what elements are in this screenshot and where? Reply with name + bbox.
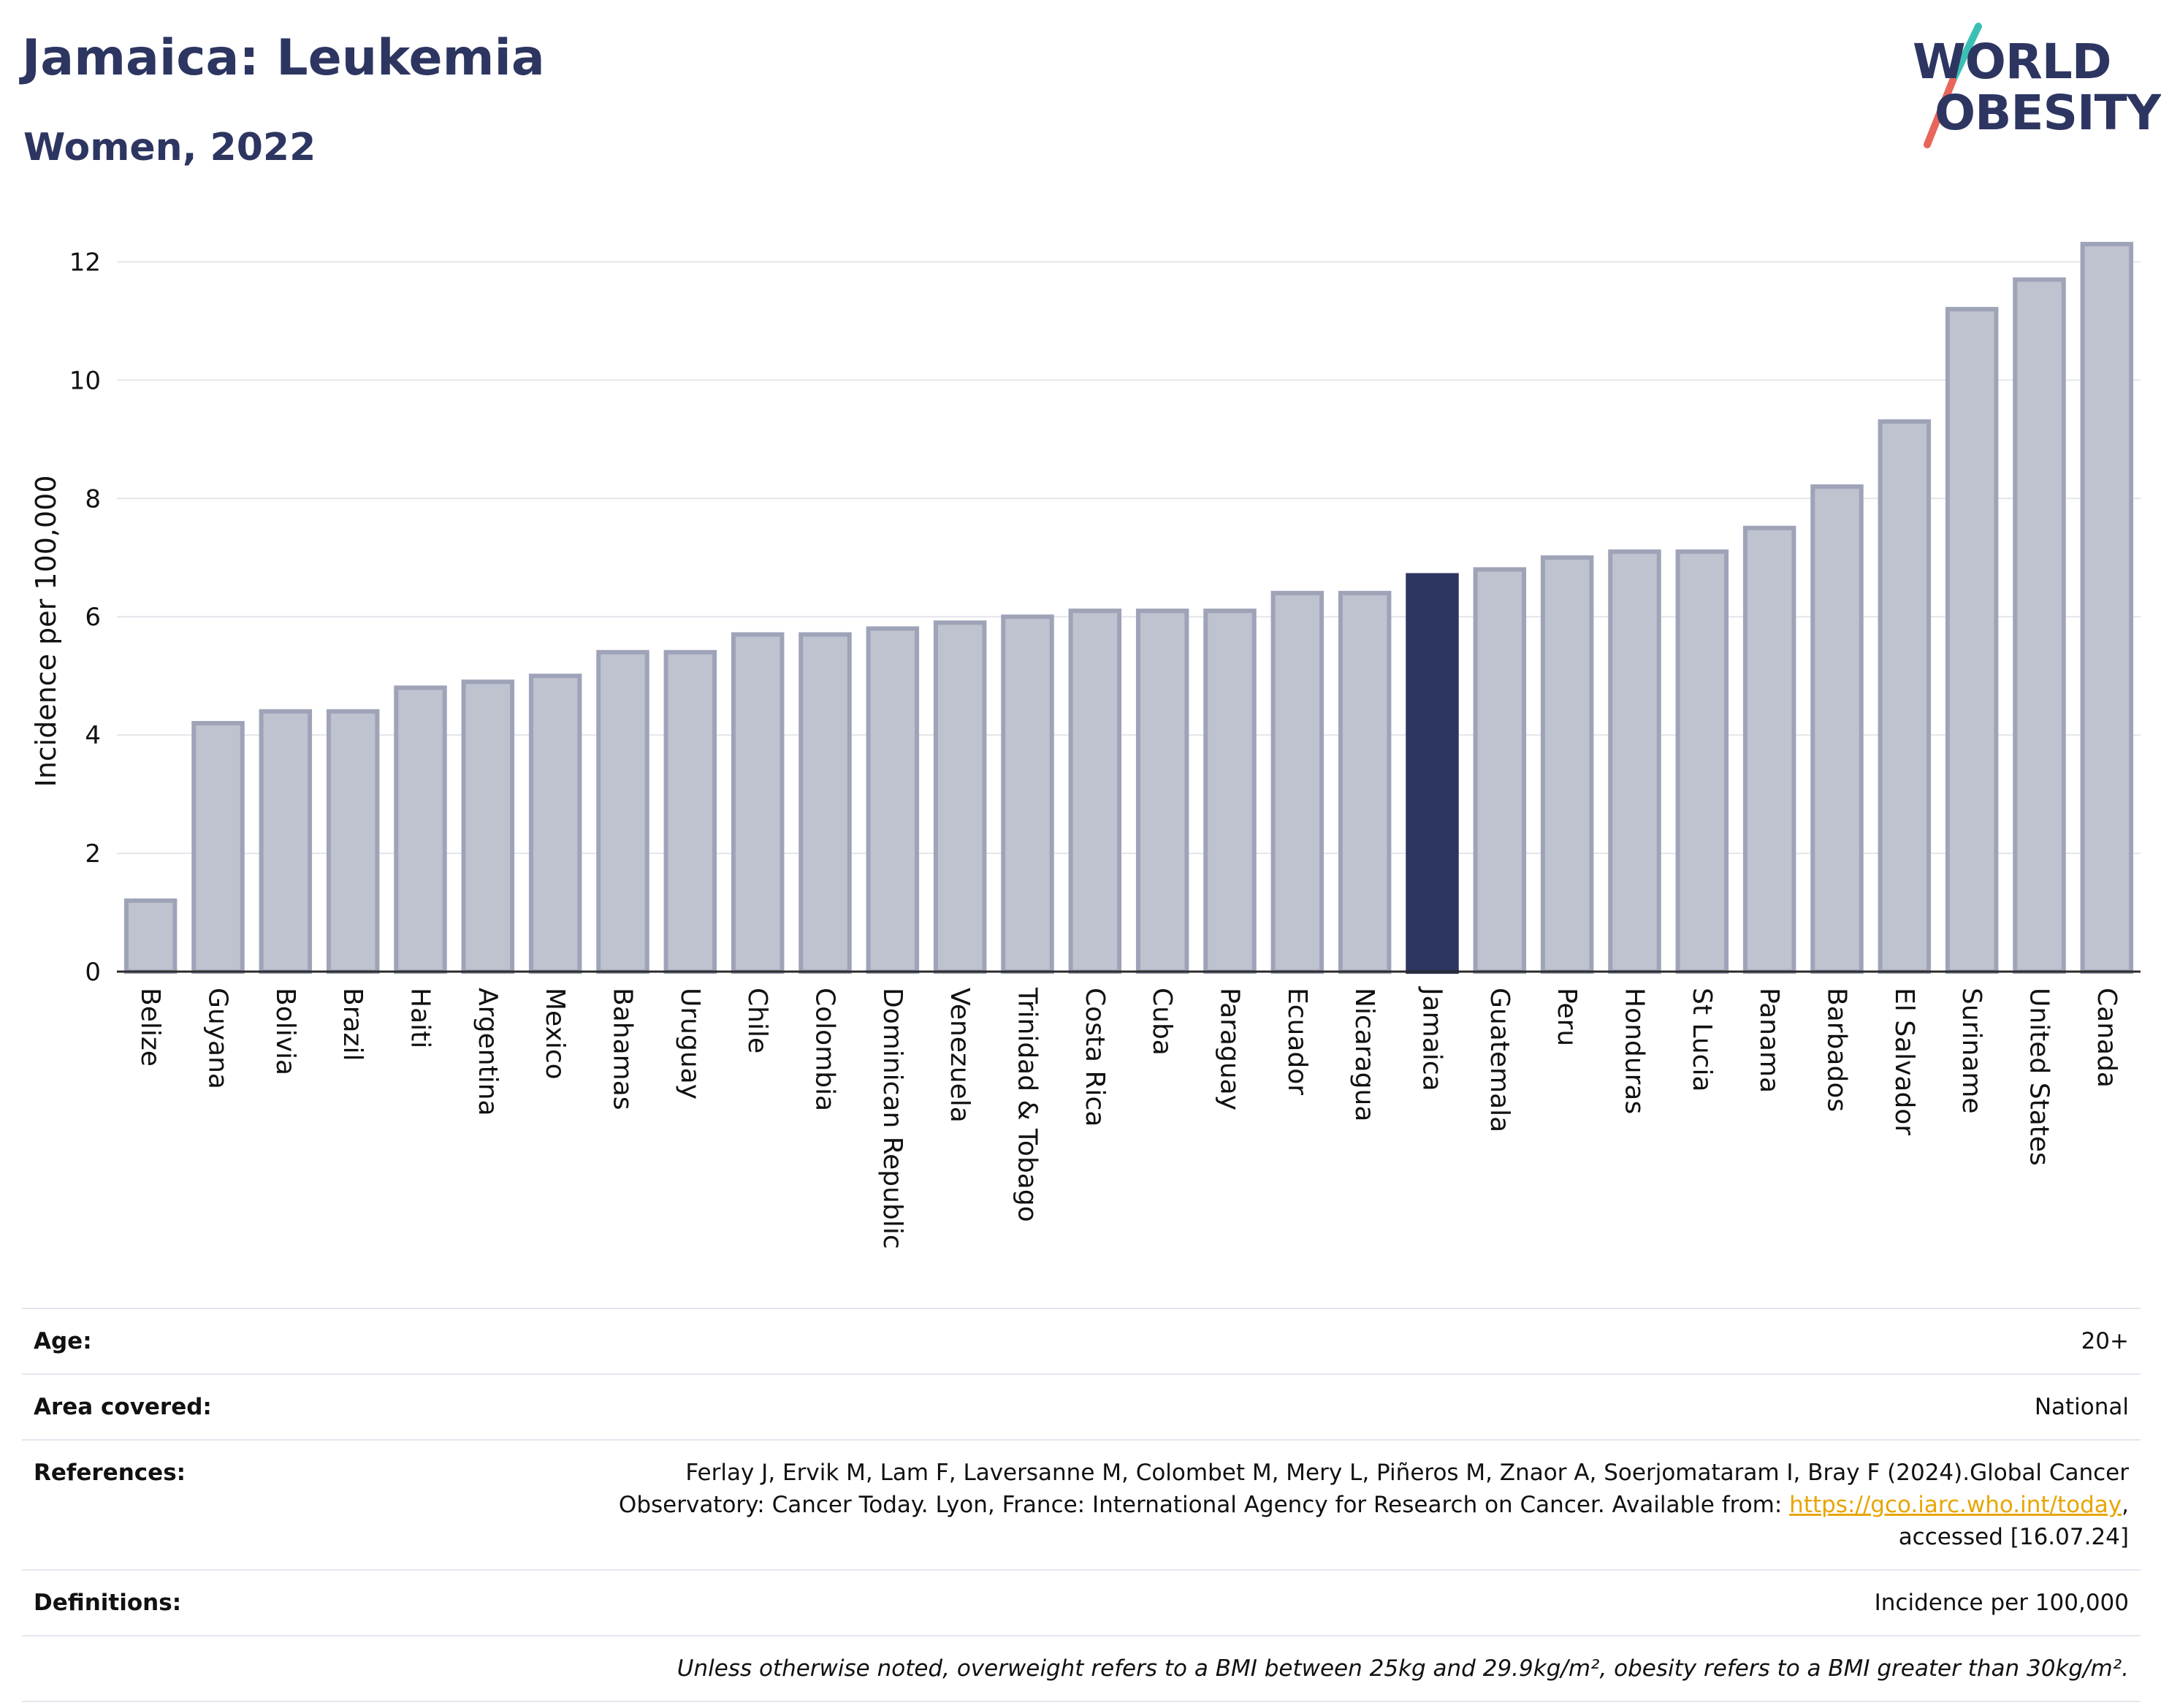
- x-tick-label: Belize: [135, 988, 165, 1067]
- x-tick-label: Guyana: [203, 988, 233, 1089]
- x-tick-label: Panama: [1754, 988, 1784, 1093]
- area-label: Area covered:: [34, 1394, 212, 1420]
- definition-note: Unless otherwise noted, overweight refer…: [676, 1655, 2129, 1682]
- bar: [731, 632, 785, 975]
- x-tick-label: Uruguay: [675, 988, 705, 1099]
- x-tick-label: Peru: [1552, 988, 1582, 1046]
- x-tick-label: Mexico: [540, 988, 570, 1080]
- x-tick-label: Brazil: [338, 988, 367, 1061]
- bar: [799, 632, 852, 975]
- y-tick-label: 4: [85, 721, 101, 750]
- x-tick-label: St Lucia: [1687, 988, 1717, 1092]
- x-tick-label: Haiti: [405, 988, 435, 1048]
- bar: [191, 720, 245, 974]
- x-tick-label: Costa Rica: [1080, 988, 1110, 1126]
- bar: [528, 674, 582, 975]
- x-tick-label: Colombia: [810, 988, 840, 1111]
- bar: [1135, 609, 1189, 975]
- references-label: References:: [34, 1460, 186, 1486]
- bar: [1473, 567, 1527, 974]
- logo-slash-icon: [1924, 23, 1982, 148]
- x-tick-label: Nicaragua: [1349, 988, 1379, 1121]
- y-tick-label: 2: [85, 839, 101, 869]
- bar: [2080, 242, 2134, 974]
- y-axis-label: Incidence per 100,000: [30, 475, 62, 787]
- x-tick-label: El Salvador: [1889, 988, 1919, 1135]
- references-line2-end: ,: [2122, 1492, 2129, 1518]
- bar: [259, 709, 313, 974]
- world-obesity-logo: WORLD OBESITY: [1892, 22, 2161, 153]
- references-line3: accessed [16.07.24]: [1898, 1524, 2129, 1550]
- x-tick-label: Argentina: [473, 988, 503, 1116]
- bar: [866, 626, 920, 974]
- bar: [123, 898, 178, 975]
- chart-subtitle: Women, 2022: [23, 126, 316, 169]
- age-label: Age:: [34, 1328, 92, 1354]
- logo-word-obesity: OBESITY: [1935, 85, 2161, 141]
- bar: [933, 620, 987, 975]
- y-tick-label: 0: [85, 958, 101, 987]
- x-tick-label: Cuba: [1147, 988, 1177, 1056]
- info-row-age: Age: 20+: [22, 1308, 2141, 1374]
- bar: [1878, 419, 1932, 974]
- logo-slash-bottom: [1924, 77, 1956, 148]
- bar: [1540, 555, 1594, 974]
- info-row-note: Unless otherwise noted, overweight refer…: [22, 1636, 2141, 1701]
- y-tick-label: 6: [85, 603, 101, 632]
- x-tick-label: Bolivia: [270, 988, 300, 1075]
- y-tick-label: 8: [85, 484, 101, 514]
- age-value: 20+: [2081, 1328, 2129, 1354]
- bar: [461, 679, 515, 974]
- bar: [1742, 525, 1796, 974]
- x-tick-label: Jamaica: [1417, 986, 1447, 1091]
- bar: [394, 685, 447, 975]
- references-line1: Ferlay J, Ervik M, Lam F, Laversanne M, …: [685, 1460, 2129, 1486]
- x-tick-label: Guatemala: [1485, 988, 1514, 1132]
- bar: [1608, 549, 1661, 974]
- bar: [663, 649, 717, 974]
- bar: [1203, 609, 1257, 975]
- y-tick-label: 12: [69, 248, 101, 277]
- y-tick-label: 10: [69, 366, 101, 395]
- logo-slash-top: [1949, 23, 1982, 84]
- bar: [1675, 549, 1729, 974]
- x-tick-label: Chile: [742, 988, 772, 1053]
- info-row-definitions: Definitions: Incidence per 100,000: [22, 1570, 2141, 1636]
- info-row-area: Area covered: National: [22, 1374, 2141, 1440]
- references-value: Ferlay J, Ervik M, Lam F, Laversanne M, …: [411, 1440, 2141, 1570]
- x-tick-label: Barbados: [1822, 988, 1852, 1112]
- info-table: Age: 20+ Area covered: National Referenc…: [22, 1308, 2141, 1702]
- bar: [2013, 277, 2066, 974]
- references-line2: Observatory: Cancer Today. Lyon, France:…: [618, 1492, 1790, 1518]
- bar: [1001, 614, 1054, 974]
- bar: [1945, 307, 1999, 974]
- bar: [596, 649, 649, 974]
- bar-chart: 0 2 4 6 8 10 12 Incidence per 100,000 Belize Guya…: [30, 242, 2141, 1249]
- definitions-label: Definitions:: [34, 1590, 182, 1616]
- x-tick-label: Ecuador: [1282, 988, 1312, 1095]
- bar: [1270, 590, 1325, 974]
- bar: [1810, 484, 1864, 974]
- x-tick-label: United States: [2024, 988, 2054, 1166]
- chart-title: Jamaica: Leukemia: [22, 29, 545, 87]
- x-tick-label: Suriname: [1956, 988, 1986, 1114]
- logo-word-world: WORLD: [1913, 34, 2112, 90]
- references-link[interactable]: https://gco.iarc.who.int/today: [1789, 1492, 2122, 1518]
- x-tick-label: Trinidad & Tobago: [1013, 987, 1043, 1222]
- x-tick-label: Venezuela: [945, 988, 975, 1123]
- x-tick-label: Dominican Republic: [877, 988, 907, 1249]
- x-tick-label: Canada: [2092, 988, 2122, 1088]
- area-value: National: [2034, 1394, 2129, 1420]
- x-tick-label: Bahamas: [608, 988, 638, 1110]
- x-tick-label: Honduras: [1620, 988, 1650, 1114]
- x-tick-label: Paraguay: [1215, 988, 1245, 1110]
- bar: [1068, 609, 1122, 975]
- bar: [1338, 590, 1392, 974]
- bar-highlight: [1406, 573, 1459, 974]
- info-row-references: References: Ferlay J, Ervik M, Lam F, La…: [22, 1440, 2141, 1570]
- bar: [326, 709, 380, 974]
- definitions-value: Incidence per 100,000: [1874, 1590, 2129, 1616]
